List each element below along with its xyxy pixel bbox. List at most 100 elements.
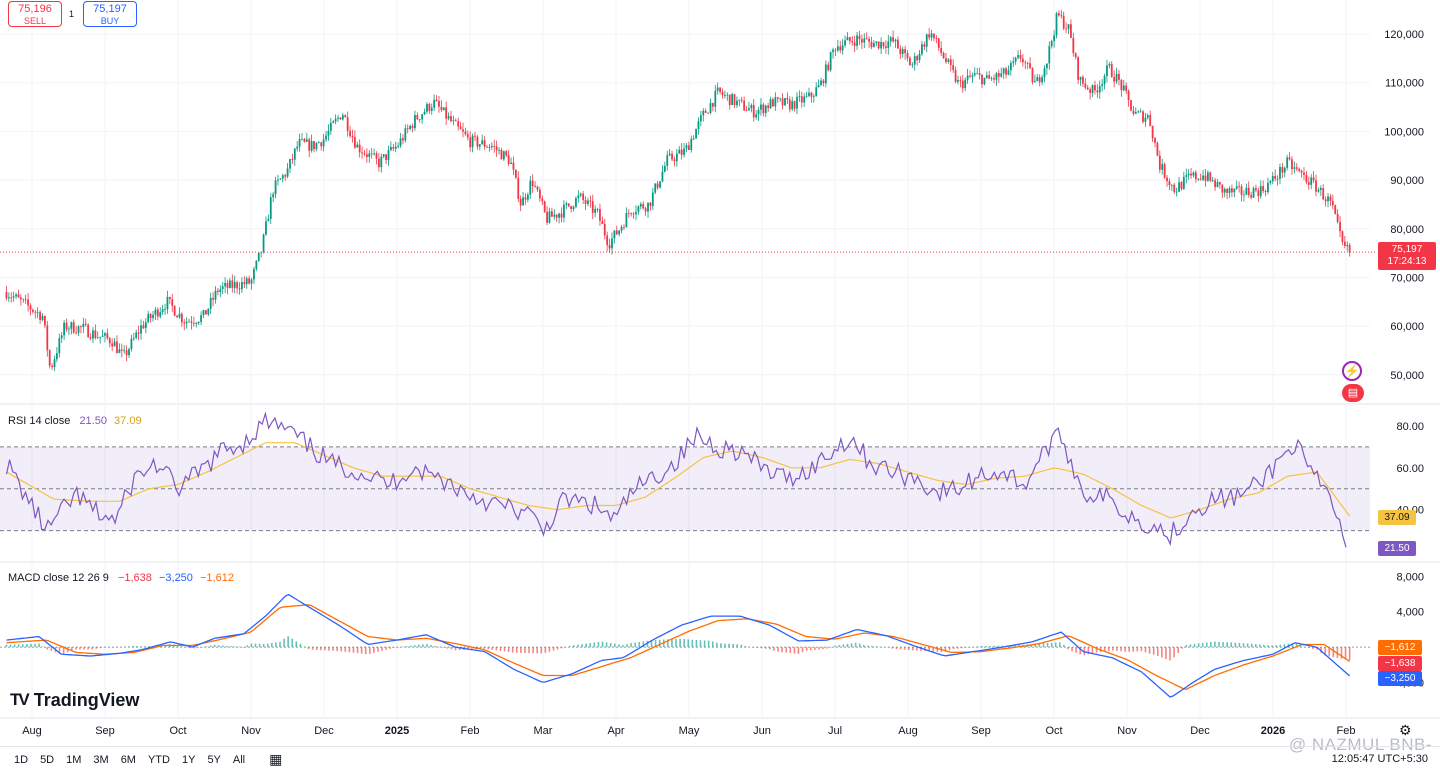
candle[interactable] xyxy=(303,137,306,143)
candle[interactable] xyxy=(1343,235,1346,249)
candle[interactable] xyxy=(411,123,414,133)
candle[interactable] xyxy=(1031,67,1034,85)
candle[interactable] xyxy=(767,102,770,113)
candle[interactable] xyxy=(591,194,594,220)
candle[interactable] xyxy=(538,186,541,202)
candle[interactable] xyxy=(731,92,734,106)
candle[interactable] xyxy=(969,70,971,79)
candle[interactable] xyxy=(361,146,363,159)
macd-line[interactable] xyxy=(6,593,1351,698)
candle[interactable] xyxy=(402,134,404,145)
candle[interactable] xyxy=(1288,152,1291,161)
candle[interactable] xyxy=(918,49,921,64)
candle[interactable] xyxy=(976,67,979,75)
candle[interactable] xyxy=(575,196,577,209)
candle[interactable] xyxy=(1250,191,1253,200)
candle[interactable] xyxy=(1110,61,1113,78)
candle[interactable] xyxy=(1142,109,1144,124)
candle[interactable] xyxy=(286,162,289,179)
candle[interactable] xyxy=(517,171,520,203)
candle[interactable] xyxy=(1098,80,1101,99)
candle[interactable] xyxy=(392,143,395,152)
candle[interactable] xyxy=(543,200,546,213)
candle[interactable] xyxy=(1315,174,1317,197)
candle[interactable] xyxy=(10,292,13,303)
candle[interactable] xyxy=(1094,80,1096,95)
candle[interactable] xyxy=(1127,89,1130,107)
candle[interactable] xyxy=(272,191,275,203)
candle[interactable] xyxy=(505,149,508,158)
candle[interactable] xyxy=(964,77,967,92)
candle[interactable] xyxy=(212,292,214,307)
candle[interactable] xyxy=(70,321,73,335)
candle[interactable] xyxy=(848,36,851,45)
candle[interactable] xyxy=(363,150,366,157)
candle[interactable] xyxy=(716,82,719,95)
candle[interactable] xyxy=(154,307,157,320)
candle[interactable] xyxy=(1279,163,1281,185)
candle[interactable] xyxy=(457,117,460,131)
candle[interactable] xyxy=(368,150,371,163)
candle[interactable] xyxy=(305,132,308,143)
candle[interactable] xyxy=(152,311,154,322)
candle[interactable] xyxy=(656,181,659,190)
candle[interactable] xyxy=(332,120,335,124)
candle[interactable] xyxy=(957,75,959,85)
candle[interactable] xyxy=(120,343,123,358)
candle[interactable] xyxy=(1139,108,1142,113)
candle[interactable] xyxy=(1317,187,1320,193)
candle[interactable] xyxy=(709,98,712,115)
candle[interactable] xyxy=(293,147,296,166)
candle[interactable] xyxy=(190,316,193,330)
candle[interactable] xyxy=(1074,52,1077,60)
candle[interactable] xyxy=(265,216,267,236)
candle[interactable] xyxy=(498,147,500,155)
candle[interactable] xyxy=(673,156,676,167)
candle[interactable] xyxy=(1000,67,1003,78)
candle[interactable] xyxy=(1192,171,1195,178)
candle[interactable] xyxy=(111,338,114,352)
candle[interactable] xyxy=(135,329,138,340)
candle[interactable] xyxy=(1341,230,1344,246)
candle[interactable] xyxy=(452,115,455,126)
candle[interactable] xyxy=(841,39,844,55)
candle[interactable] xyxy=(17,289,20,298)
candle[interactable] xyxy=(1070,19,1072,38)
candle[interactable] xyxy=(493,139,496,153)
candle[interactable] xyxy=(269,193,272,225)
candle[interactable] xyxy=(988,70,991,79)
candle[interactable] xyxy=(930,29,933,41)
candle[interactable] xyxy=(1137,110,1140,114)
candle[interactable] xyxy=(1067,24,1070,35)
candle[interactable] xyxy=(1021,54,1024,67)
candle[interactable] xyxy=(1045,63,1048,75)
range-5y[interactable]: 5Y xyxy=(207,753,221,766)
candle[interactable] xyxy=(623,224,625,231)
candle[interactable] xyxy=(1144,113,1147,127)
candle[interactable] xyxy=(707,112,709,114)
candle[interactable] xyxy=(618,229,621,237)
candle[interactable] xyxy=(438,95,440,113)
candle[interactable] xyxy=(1151,125,1154,143)
candle[interactable] xyxy=(784,97,786,107)
candle[interactable] xyxy=(478,143,481,151)
candle[interactable] xyxy=(168,296,171,305)
candle[interactable] xyxy=(245,276,248,289)
candle[interactable] xyxy=(524,193,527,205)
candle[interactable] xyxy=(53,355,56,372)
candle[interactable] xyxy=(217,287,219,296)
candle[interactable] xyxy=(377,152,380,172)
candle[interactable] xyxy=(204,310,207,315)
candle[interactable] xyxy=(978,67,981,80)
candle[interactable] xyxy=(1079,76,1082,86)
candle[interactable] xyxy=(514,169,517,179)
candle[interactable] xyxy=(625,207,628,228)
candle[interactable] xyxy=(647,202,649,218)
candle[interactable] xyxy=(1348,243,1351,257)
candle[interactable] xyxy=(1115,67,1118,84)
candle[interactable] xyxy=(132,332,135,342)
candle[interactable] xyxy=(788,96,791,113)
candle[interactable] xyxy=(399,133,402,148)
candle[interactable] xyxy=(1334,204,1337,215)
candle[interactable] xyxy=(901,46,904,58)
